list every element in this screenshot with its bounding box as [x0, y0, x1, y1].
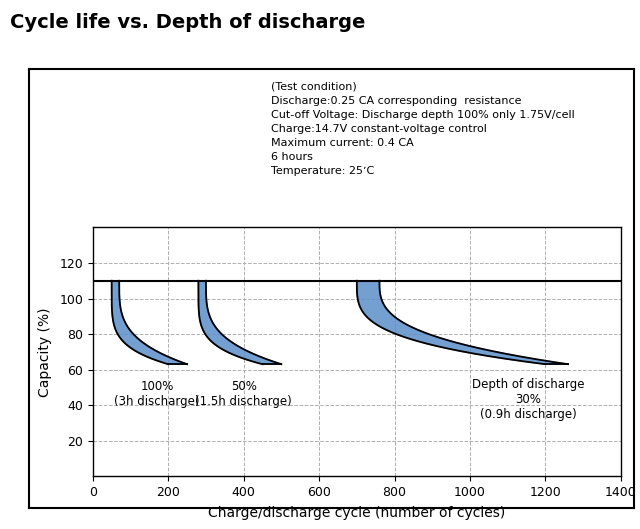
- Polygon shape: [357, 281, 568, 364]
- Text: (Test condition)
Discharge:0.25 CA corresponding  resistance
Cut-off Voltage: Di: (Test condition) Discharge:0.25 CA corre…: [271, 82, 575, 176]
- Text: 50%
(1.5h discharge): 50% (1.5h discharge): [195, 380, 292, 408]
- X-axis label: Charge/discharge cycle (number of cycles): Charge/discharge cycle (number of cycles…: [208, 506, 506, 520]
- Polygon shape: [198, 281, 282, 364]
- Polygon shape: [111, 281, 187, 364]
- Text: 100%
(3h discharge): 100% (3h discharge): [114, 380, 200, 408]
- Text: Depth of discharge
30%
(0.9h discharge): Depth of discharge 30% (0.9h discharge): [472, 378, 585, 421]
- Text: Cycle life vs. Depth of discharge: Cycle life vs. Depth of discharge: [10, 13, 365, 32]
- Y-axis label: Capacity (%): Capacity (%): [38, 307, 52, 397]
